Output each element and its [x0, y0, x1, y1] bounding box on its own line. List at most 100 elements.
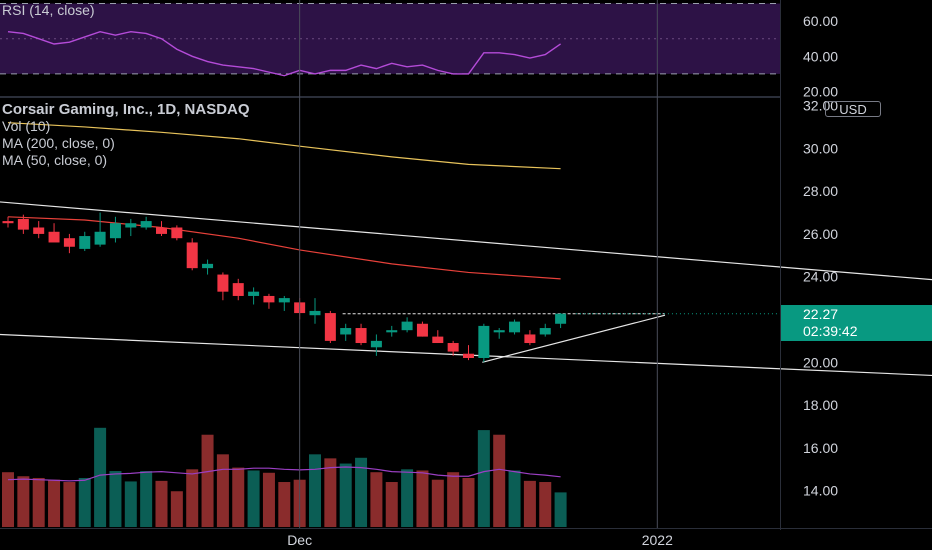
candle-body [432, 336, 444, 344]
candle-body [125, 223, 137, 228]
price-axis[interactable]: 32.0030.0028.0026.0024.0022.0020.0018.00… [780, 0, 839, 530]
rsi-legend[interactable]: RSI (14, close) [2, 2, 95, 19]
volume-bar [124, 481, 137, 527]
candle-body [232, 283, 244, 296]
volume-bar [232, 467, 245, 527]
trendline [0, 201, 932, 281]
candle-body [355, 328, 367, 344]
price-tick-label: 18.00 [803, 397, 838, 413]
candle-body [401, 321, 413, 331]
volume-bar [385, 482, 398, 527]
ma200-line [7, 122, 561, 170]
volume-bar [186, 469, 199, 527]
candle-body [202, 263, 214, 269]
trendline [482, 314, 666, 363]
candle-body [33, 227, 45, 234]
rsi-tick-label: 40.00 [803, 48, 838, 64]
volume-bar [477, 430, 490, 527]
price-tick-label: 16.00 [803, 440, 838, 456]
volume-bar [447, 472, 460, 527]
candle-body [140, 221, 152, 228]
candle-body [2, 221, 14, 224]
volume-bar [201, 434, 214, 527]
last-price-value: 22.27 [803, 305, 839, 322]
candle-body [94, 231, 106, 245]
volume-bar [370, 472, 383, 527]
volume-bar [324, 458, 337, 527]
volume-bar [2, 472, 14, 527]
candle-body [370, 340, 382, 348]
volume-bar [216, 454, 229, 527]
candle-body [324, 313, 336, 341]
volume-bar [355, 457, 368, 527]
volume-bar [339, 463, 352, 527]
candle-body [63, 238, 75, 247]
volume-bar [508, 470, 521, 527]
volume-bar [170, 491, 183, 527]
volume-bar [539, 482, 552, 527]
candle-body [463, 353, 474, 358]
ma50-legend-label: MA (50, close, 0) [2, 152, 108, 168]
chart-title: Corsair Gaming, Inc., 1D, NASDAQ [2, 101, 250, 118]
volume-bar [278, 482, 291, 527]
volume-bar [554, 492, 567, 527]
candle-body [48, 231, 60, 243]
volume-bar [401, 469, 414, 527]
price-tick-label: 14.00 [803, 483, 838, 499]
main-legend[interactable]: Corsair Gaming, Inc., 1D, NASDAQ Vol (10… [2, 101, 250, 169]
candle-body [186, 242, 198, 269]
price-tick-label: 20.00 [803, 354, 838, 370]
candle-body [17, 218, 29, 230]
volume-bar [140, 471, 153, 527]
candle-body [416, 323, 428, 337]
candle-body [156, 227, 167, 234]
candle-body [171, 227, 183, 239]
rsi-line [7, 30, 561, 77]
volume-bar [78, 477, 91, 527]
time-tick-label: 2022 [642, 532, 673, 548]
candle-body [340, 328, 352, 335]
ma200-legend-label: MA (200, close, 0) [2, 135, 115, 151]
volume-bar [431, 479, 444, 527]
volume-bar [32, 477, 45, 527]
volume-bar [493, 434, 506, 527]
bar-countdown: 02:39:42 [803, 322, 858, 339]
candle-body [524, 334, 536, 344]
volume-bar [63, 482, 76, 527]
price-tick-label: 28.00 [803, 183, 838, 199]
time-tick-label: Dec [287, 532, 312, 548]
currency-badge[interactable]: USD [825, 101, 881, 117]
candle-body [109, 223, 121, 239]
volume-bar [262, 472, 275, 527]
candle-body [278, 298, 290, 303]
volume-bar [155, 480, 168, 527]
volume-bar [247, 470, 260, 527]
volume-bar [109, 471, 122, 527]
candle-body [447, 343, 459, 352]
volume-bar [48, 479, 61, 527]
volume-bar [94, 427, 107, 527]
candle-body [263, 295, 275, 303]
candle-body [509, 321, 521, 333]
candle-body [79, 236, 91, 249]
ma50-line [7, 216, 561, 280]
price-tick-label: 24.00 [803, 269, 838, 285]
volume-bar [523, 480, 536, 527]
rsi-tick-label: 60.00 [803, 13, 838, 29]
candle-body [309, 310, 321, 316]
candle-body [248, 291, 260, 296]
rsi-legend-label: RSI (14, close) [2, 2, 95, 18]
volume-bar [17, 476, 30, 527]
volume-pane [2, 427, 567, 527]
last-price-tag: 22.27 02:39:42 [781, 304, 932, 341]
volume-bar [462, 477, 475, 527]
candle-body [386, 330, 398, 333]
volume-bar [416, 470, 429, 527]
volume-bar [309, 454, 321, 527]
volume-ma-line [7, 466, 561, 482]
vol-legend-label: Vol (10) [2, 118, 51, 134]
candle-body [539, 328, 551, 335]
candle-body [217, 274, 229, 292]
